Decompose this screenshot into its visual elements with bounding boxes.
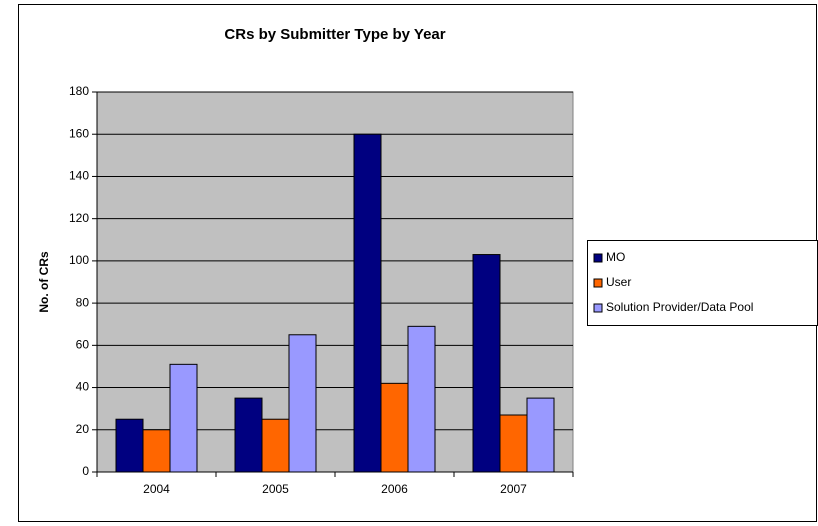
y-tick-label: 60 xyxy=(76,338,90,352)
y-tick-label: 100 xyxy=(69,253,89,267)
x-tick-label: 2007 xyxy=(500,482,527,496)
chart-title: CRs by Submitter Type by Year xyxy=(224,26,445,43)
legend-swatch xyxy=(593,278,603,288)
bar xyxy=(142,429,171,473)
bar xyxy=(499,414,528,473)
y-tick-label: 160 xyxy=(69,126,89,140)
bar xyxy=(353,133,382,473)
bar xyxy=(115,418,144,473)
bar xyxy=(526,397,555,473)
y-axis-label: No. of CRs xyxy=(37,251,51,313)
legend-box xyxy=(587,240,818,326)
legend-swatch xyxy=(593,253,603,263)
legend-swatch xyxy=(593,303,603,313)
legend-label: User xyxy=(606,275,631,289)
y-tick-label: 80 xyxy=(76,295,90,309)
x-tick-label: 2006 xyxy=(381,482,408,496)
y-tick-label: 40 xyxy=(76,380,90,394)
y-tick-label: 0 xyxy=(82,464,89,478)
bar xyxy=(380,382,409,473)
bar xyxy=(169,363,198,473)
legend-label: MO xyxy=(606,250,625,264)
bar xyxy=(261,418,290,473)
bar xyxy=(472,254,501,473)
y-tick-label: 140 xyxy=(69,169,89,183)
y-tick-label: 180 xyxy=(69,84,89,98)
bar xyxy=(234,397,263,473)
y-tick-label: 120 xyxy=(69,211,89,225)
y-tick-label: 20 xyxy=(76,422,90,436)
legend-label: Solution Provider/Data Pool xyxy=(606,300,753,314)
x-tick-label: 2005 xyxy=(262,482,289,496)
bar xyxy=(407,325,436,473)
x-tick-label: 2004 xyxy=(143,482,170,496)
bar xyxy=(288,334,317,473)
